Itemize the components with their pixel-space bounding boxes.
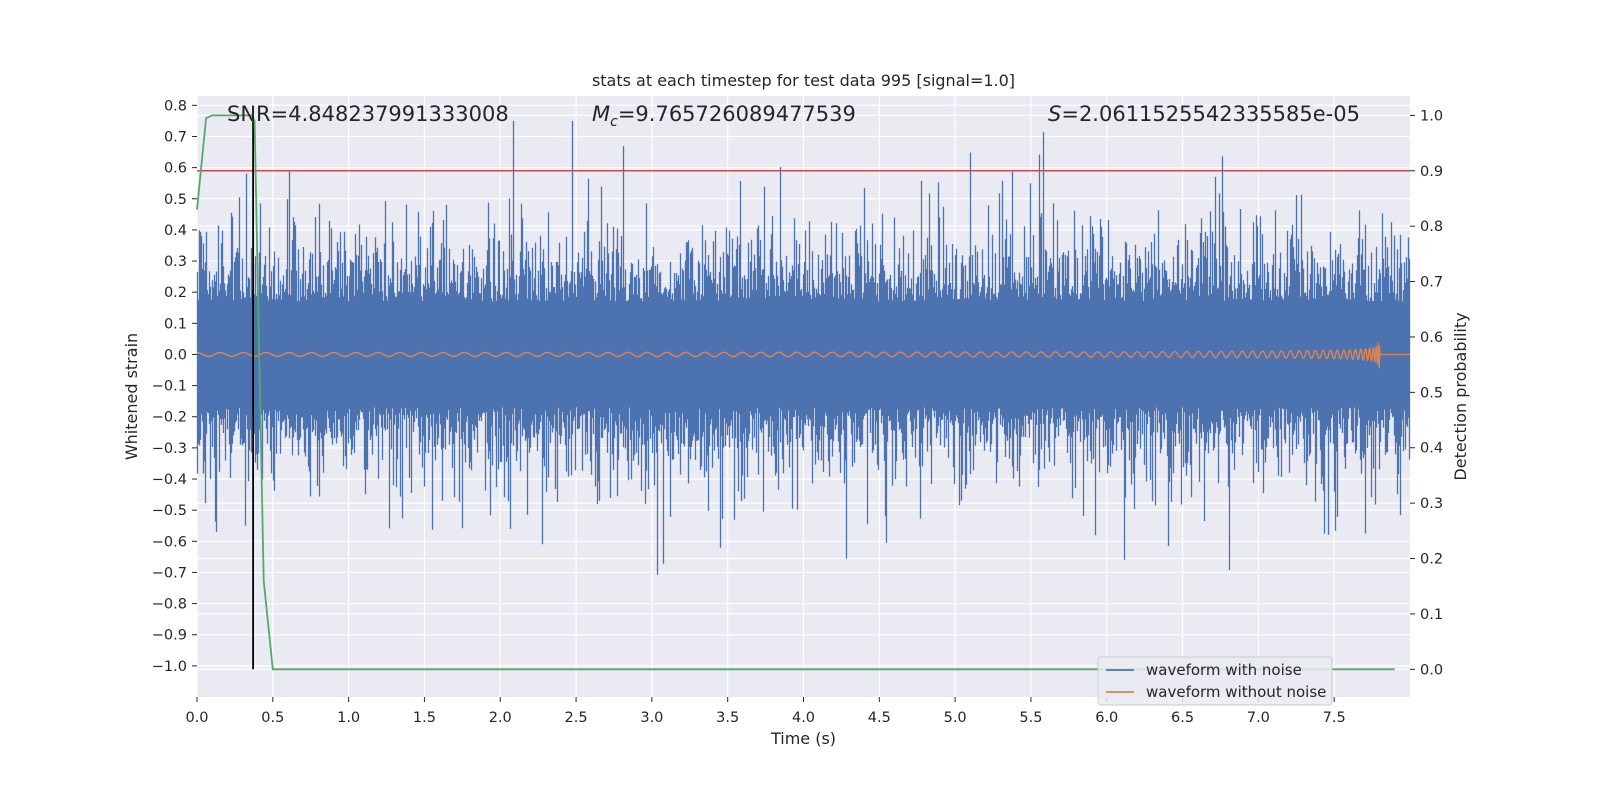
x-tick-label: 0.0 bbox=[185, 710, 208, 726]
y-left-tick-label: 0.7 bbox=[164, 129, 187, 145]
y-left-tick-label: 0.6 bbox=[164, 161, 187, 177]
chart-title: stats at each timestep for test data 995… bbox=[592, 71, 1015, 90]
tick-labels: 0.0 0.5 1.0 1.5 2.0 2.5 3.0 3.5 4.0 4.5 5.0 5.5 6.0 6… bbox=[152, 98, 1443, 726]
x-tick-label: 3.0 bbox=[640, 710, 663, 726]
x-tick-label: 7.0 bbox=[1247, 710, 1270, 726]
x-tick-label: 6.0 bbox=[1095, 710, 1118, 726]
y-axis-label-right: Detection probability bbox=[1451, 312, 1470, 480]
y-right-tick-label: 0.4 bbox=[1420, 441, 1443, 457]
x-tick-label: 5.5 bbox=[1019, 710, 1042, 726]
legend-label-waveform-without-noise: waveform without noise bbox=[1146, 683, 1326, 701]
y-axis-label-left: Whitened strain bbox=[122, 333, 141, 460]
x-tick-label: 2.0 bbox=[489, 710, 512, 726]
x-tick-label: 5.0 bbox=[944, 710, 967, 726]
y-left-tick-label: −0.9 bbox=[152, 628, 187, 644]
y-left-tick-label: −0.4 bbox=[152, 472, 187, 488]
y-left-tick-label: 0.1 bbox=[164, 316, 187, 332]
y-left-tick-label: −1.0 bbox=[152, 659, 187, 675]
legend-box bbox=[1097, 656, 1333, 706]
y-left-tick-label: −0.2 bbox=[152, 410, 187, 426]
detection-probability-line bbox=[196, 114, 1395, 671]
y-left-tick-label: −0.8 bbox=[152, 597, 187, 613]
y-left-tick-label: 0.0 bbox=[164, 347, 187, 363]
y-right-tick-label: 0.7 bbox=[1420, 275, 1443, 291]
x-tick-label: 6.5 bbox=[1171, 710, 1194, 726]
x-tick-label: 1.0 bbox=[337, 710, 360, 726]
series-waveform-without-noise bbox=[197, 341, 1410, 370]
y-left-tick-label: 0.3 bbox=[164, 254, 187, 270]
y-left-tick-label: 0.5 bbox=[164, 192, 187, 208]
x-tick-label: 7.5 bbox=[1323, 710, 1346, 726]
mc-symbol: M bbox=[592, 102, 610, 126]
y-right-tick-label: 1.0 bbox=[1420, 108, 1443, 124]
s-value: =2.0611525542335585e-05 bbox=[1061, 102, 1360, 126]
x-tick-label: 4.0 bbox=[792, 710, 815, 726]
annotation-chirp-mass: Mc=9.765726089477539 bbox=[592, 102, 856, 130]
mc-subscript: c bbox=[610, 114, 618, 130]
y-left-tick-label: −0.7 bbox=[152, 565, 187, 581]
y-left-tick-label: −0.5 bbox=[152, 503, 187, 519]
x-tick-label: 1.5 bbox=[413, 710, 436, 726]
x-tick-label: 0.5 bbox=[261, 710, 284, 726]
legend-label-waveform-with-noise: waveform with noise bbox=[1146, 661, 1302, 679]
legend: waveform with noise waveform without noi… bbox=[1097, 656, 1333, 706]
y-right-tick-label: 0.6 bbox=[1420, 330, 1443, 346]
x-tick-label: 2.5 bbox=[565, 710, 588, 726]
s-symbol: S bbox=[1048, 102, 1061, 126]
y-left-tick-label: −0.6 bbox=[152, 534, 187, 550]
y-left-tick-label: 0.8 bbox=[164, 98, 187, 114]
y-right-tick-label: 0.2 bbox=[1420, 552, 1443, 568]
x-axis-label: Time (s) bbox=[770, 729, 836, 748]
y-left-tick-label: 0.2 bbox=[164, 285, 187, 301]
x-tick-label: 4.5 bbox=[868, 710, 891, 726]
overlay-lines bbox=[196, 114, 1410, 671]
annotation-snr: SNR=4.848237991333008 bbox=[227, 102, 509, 126]
y-right-tick-label: 0.0 bbox=[1420, 662, 1443, 678]
y-left-tick-label: −0.1 bbox=[152, 379, 187, 395]
x-tick-label: 3.5 bbox=[716, 710, 739, 726]
waveform-without-noise-line bbox=[197, 341, 1410, 370]
y-right-tick-label: 0.8 bbox=[1420, 219, 1443, 235]
y-right-tick-label: 0.3 bbox=[1420, 496, 1443, 512]
y-left-tick-label: −0.3 bbox=[152, 441, 187, 457]
y-right-tick-label: 0.5 bbox=[1420, 385, 1443, 401]
mc-value: =9.765726089477539 bbox=[618, 102, 856, 126]
y-right-tick-label: 0.1 bbox=[1420, 607, 1443, 623]
y-left-tick-label: 0.4 bbox=[164, 223, 187, 239]
annotation-s: S=2.0611525542335585e-05 bbox=[1048, 102, 1360, 126]
y-right-tick-label: 0.9 bbox=[1420, 164, 1443, 180]
